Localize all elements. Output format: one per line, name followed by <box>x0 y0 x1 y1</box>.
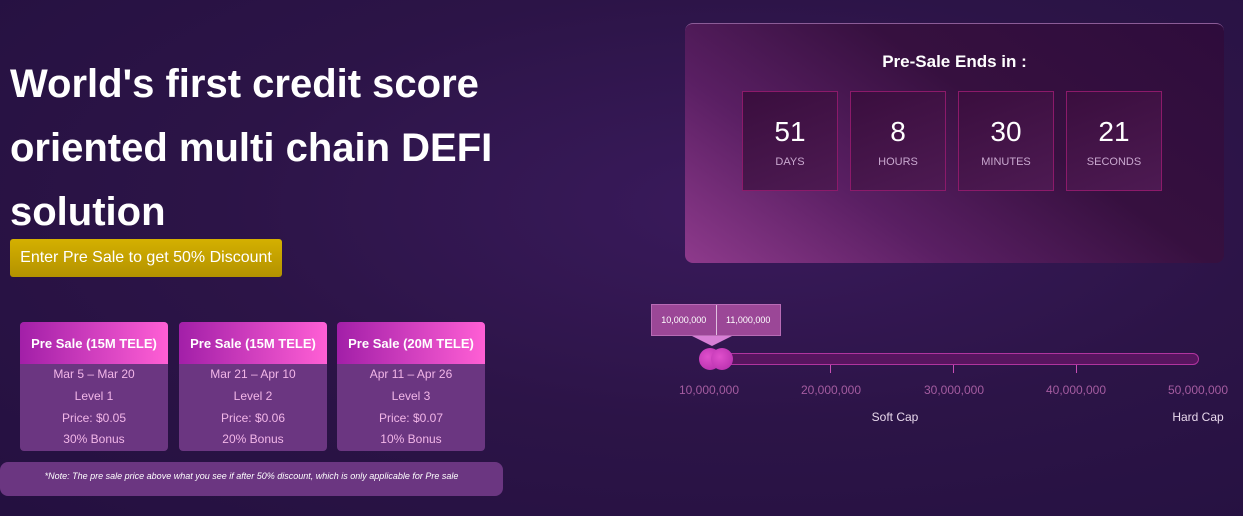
soft-cap-label: Soft Cap <box>871 410 919 424</box>
countdown-panel: Pre-Sale Ends in : 51 DAYS 8 HOURS 30 MINUT… <box>685 23 1224 263</box>
countdown-seconds: 21 SECONDS <box>1066 91 1162 191</box>
slider-track[interactable] <box>700 353 1199 365</box>
countdown-hours: 8 HOURS <box>850 91 946 191</box>
countdown-minutes: 30 MINUTES <box>958 91 1054 191</box>
tick-mark <box>953 365 954 373</box>
countdown-label: MINUTES <box>981 156 1031 168</box>
card-title: Pre Sale (15M TELE) <box>20 322 168 364</box>
card-price: Price: $0.05 <box>61 410 127 425</box>
tick-label: 30,000,000 <box>923 383 985 397</box>
countdown-days: 51 DAYS <box>742 91 838 191</box>
hard-cap-label: Hard Cap <box>1172 410 1224 424</box>
tooltip-arrow <box>692 336 732 346</box>
range-high-value: 11,000,000 <box>715 305 781 335</box>
countdown-label: DAYS <box>775 156 805 168</box>
tick-label: 50,000,000 <box>1167 383 1229 397</box>
hero-title: World's first credit score oriented mult… <box>10 62 493 234</box>
slider-handle-high[interactable] <box>711 348 733 370</box>
card-level: Level 3 <box>391 388 431 403</box>
presale-card: Pre Sale (20M TELE) Apr 11 – Apr 26 Leve… <box>337 322 485 451</box>
countdown-label: SECONDS <box>1086 156 1142 168</box>
countdown-value: 21 <box>1098 116 1130 147</box>
card-dates: Apr 11 – Apr 26 <box>369 367 453 381</box>
tick-label: 10,000,000 <box>678 383 740 397</box>
enter-presale-button[interactable]: Enter Pre Sale to get 50% Discount <box>10 239 282 277</box>
card-bonus: 20% Bonus <box>222 432 284 447</box>
card-dates: Mar 21 – Apr 10 <box>210 367 296 381</box>
card-level: Level 1 <box>74 388 114 403</box>
card-dates: Mar 5 – Mar 20 <box>53 367 135 381</box>
tick-label: 20,000,000 <box>800 383 862 397</box>
card-price: Price: $0.07 <box>378 410 444 425</box>
slider-tooltip: 10,000,000 11,000,000 <box>651 304 781 336</box>
note-text: *Note: The pre sale price above what you… <box>44 471 459 481</box>
note-box <box>0 462 503 496</box>
countdown-value: 51 <box>774 116 806 147</box>
card-bonus: 10% Bonus <box>380 432 442 447</box>
tick-mark <box>830 365 831 373</box>
countdown-title: Pre-Sale Ends in : <box>882 52 1027 71</box>
card-price: Price: $0.06 <box>220 410 286 425</box>
card-title: Pre Sale (20M TELE) <box>337 322 485 364</box>
presale-card: Pre Sale (15M TELE) Mar 5 – Mar 20 Level… <box>20 322 168 451</box>
countdown-value: 8 <box>890 116 906 147</box>
countdown-value: 30 <box>990 116 1022 147</box>
card-bonus: 30% Bonus <box>63 432 125 447</box>
countdown-label: HOURS <box>878 156 918 168</box>
tick-mark <box>1076 365 1077 373</box>
card-level: Level 2 <box>233 388 273 403</box>
presale-card: Pre Sale (15M TELE) Mar 21 – Apr 10 Leve… <box>179 322 327 451</box>
card-title: Pre Sale (15M TELE) <box>179 322 327 364</box>
range-low-value: 10,000,000 <box>661 315 707 325</box>
tick-label: 40,000,000 <box>1045 383 1107 397</box>
